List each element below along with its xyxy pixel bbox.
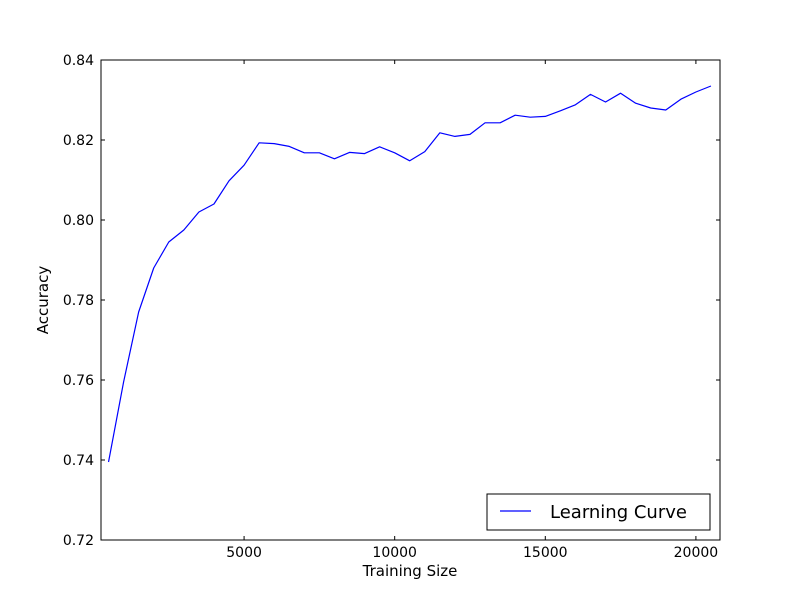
legend-label: Learning Curve xyxy=(550,502,687,523)
y-tick-label: 0.80 xyxy=(63,213,94,229)
x-tick-label: 20000 xyxy=(674,545,719,561)
x-tick-label: 5000 xyxy=(226,545,262,561)
x-tick-label: 15000 xyxy=(523,545,568,561)
y-axis-label: Accuracy xyxy=(34,266,52,335)
x-axis-label: Training Size xyxy=(362,562,458,580)
y-tick-label: 0.72 xyxy=(63,533,94,549)
y-tick-label: 0.74 xyxy=(63,453,94,469)
plot-area xyxy=(107,85,712,463)
x-tick-label: 10000 xyxy=(372,545,417,561)
axis-ticks: 5000 10000 15000 20000 0.72 0.74 0.76 0.78 0.80 0… xyxy=(63,53,720,561)
y-tick-label: 0.84 xyxy=(63,53,94,69)
y-tick-label: 0.76 xyxy=(63,373,94,389)
legend: Learning Curve xyxy=(486,493,711,531)
y-tick-label: 0.82 xyxy=(63,133,94,149)
legend-box xyxy=(486,493,711,531)
y-tick-label: 0.78 xyxy=(63,293,94,309)
series-line-0 xyxy=(107,85,712,463)
